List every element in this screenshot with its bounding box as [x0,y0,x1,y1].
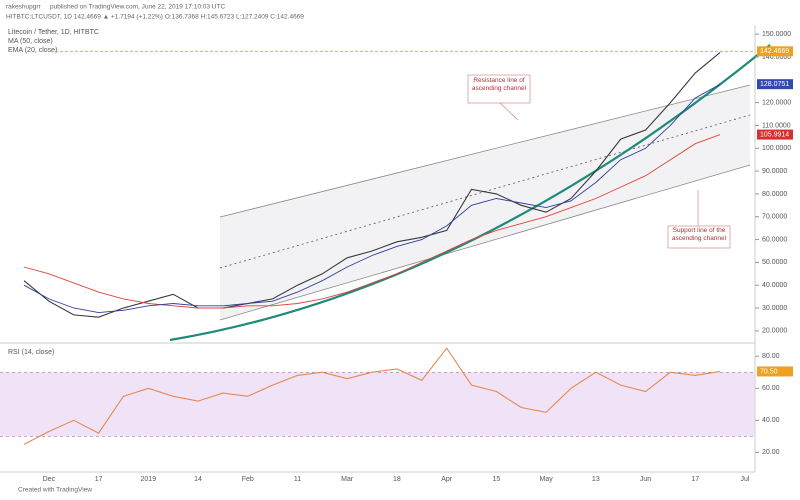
y-tick-label: 60.0000 [762,236,787,243]
annotation-pointer [499,102,519,121]
x-tick-label: Jun [640,476,651,483]
price-tag [757,46,793,57]
rsi-band [0,372,755,437]
ticker: HITBTC:LTCUSDT, 1D 142.4669 ▲ +1.7194 (+… [6,14,304,21]
y-tick-label: 20.0000 [762,328,787,335]
y-tick-label: 20.00 [762,449,780,456]
x-tick-label: 17 [95,476,103,483]
price-tag [757,366,793,377]
price-tag [757,79,793,90]
price-tag [757,129,793,140]
x-tick-label: 2019 [141,476,157,483]
y-tick-label: 40.00 [762,417,780,424]
y-tick-label: 50.0000 [762,259,787,266]
x-tick-label: 17 [691,476,699,483]
legend-entry: EMA (20, close) [8,47,57,54]
y-tick-label: 80.00 [762,353,780,360]
y-tick-label: 90.0000 [762,168,787,175]
x-tick-label: May [539,476,553,483]
y-tick-label: 110.0000 [762,122,791,129]
y-tick-label: 120.0000 [762,99,791,106]
annotation-text: Resistance line of ascending channel [471,77,527,92]
support-line [219,164,751,321]
price-tag-label: 128.0751 [760,81,789,88]
resistance-line [219,84,751,218]
y-tick-label: 40.0000 [762,282,787,289]
annotation: Support line of the ascending channel [671,227,727,242]
y-tick-label: 30.0000 [762,305,787,312]
series-line [23,134,721,309]
legend-entry: MA (50, close) [8,38,53,45]
x-tick-label: 11 [294,476,301,483]
annotation: Resistance line of ascending channel [471,77,527,92]
x-tick-label: 15 [492,476,500,483]
price-tag-label: 142.4669 [760,48,789,55]
y-tick-label: 140.0000 [762,54,791,61]
y-tick-label: 150.0000 [762,31,791,38]
footer: Created with TradingView [18,487,92,494]
author: rakeshupgrr [6,4,42,11]
series-line [23,347,721,445]
x-tick-label: Dec [43,476,56,483]
x-tick-label: 14 [194,476,202,483]
y-tick-label: 60.00 [762,385,780,392]
x-tick-label: 18 [393,476,401,483]
y-tick-label: 80.0000 [762,191,787,198]
published: published on TradingView.com, June 22, 2… [50,4,225,11]
price-tag-label: 105.9914 [760,131,789,138]
x-tick-label: Feb [242,476,254,483]
x-tick-label: Jul [741,476,750,483]
x-tick-label: Apr [441,476,453,483]
x-tick-label: 13 [592,476,600,483]
trend-curve [169,44,771,342]
price-tag-label: 70.50 [760,368,778,375]
series-line [23,83,721,314]
chart-title: Litecoin / Tether, 1D, HITBTC [8,29,99,36]
y-tick-label: 100.0000 [762,145,791,152]
annotation-box [467,74,531,104]
y-tick-label: 70.0000 [762,214,787,221]
x-tick-label: Mar [341,476,354,483]
annotation-box [667,225,731,249]
annotation-text: Support line of the ascending channel [671,227,727,242]
series-line [23,51,721,318]
rsi-title: RSI (14, close) [8,349,54,356]
